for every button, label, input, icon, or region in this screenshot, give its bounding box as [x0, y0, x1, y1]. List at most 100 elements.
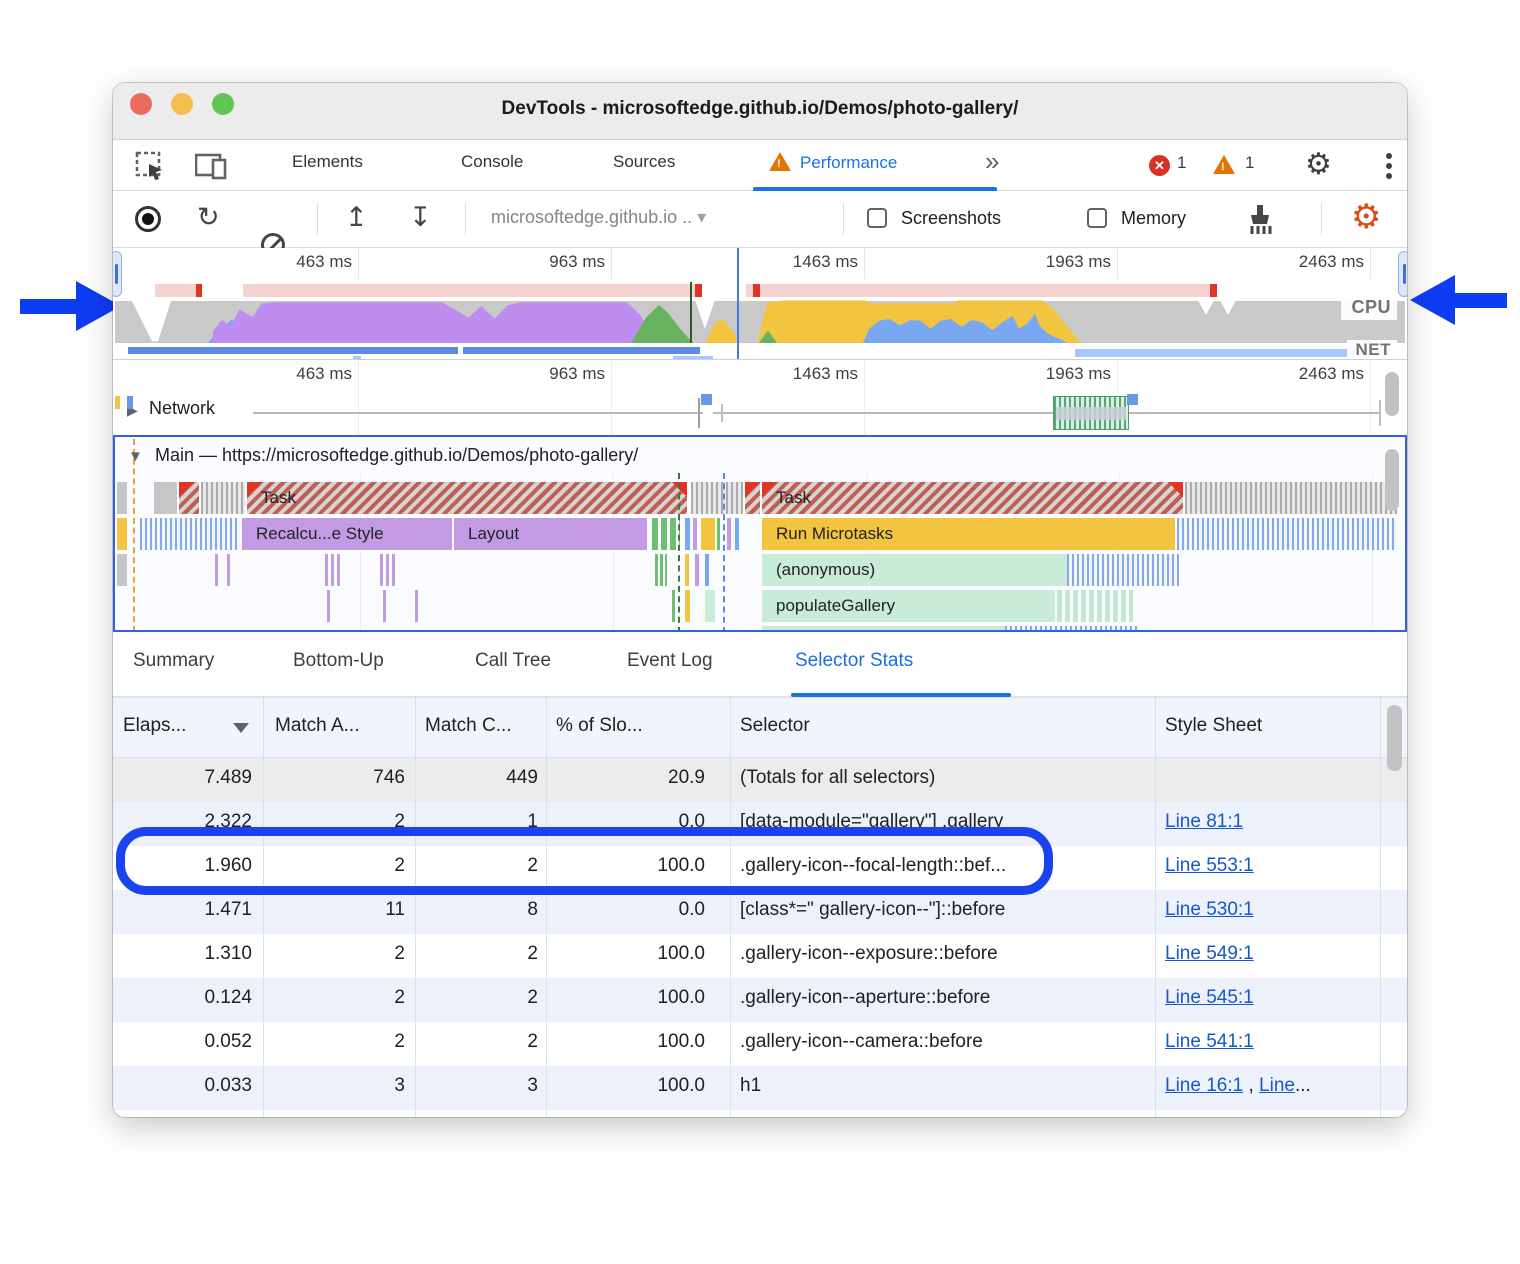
- cell-match-count: 2: [527, 855, 538, 876]
- more-options-menu-icon[interactable]: [1385, 152, 1393, 180]
- style-sheet-link[interactable]: Line: [1259, 1075, 1295, 1096]
- network-track-section: 463 ms 963 ms 1463 ms 1963 ms 2463 ms ▶ Netw…: [113, 360, 1407, 435]
- history-dropdown[interactable]: microsoftedge.github.io .. ▾: [491, 207, 707, 227]
- flame-run-microtasks[interactable]: Run Microtasks: [762, 518, 1175, 550]
- tab-performance[interactable]: ! Performance: [769, 152, 897, 173]
- table-row[interactable]: 0.033 3 3 100.0 h1 Line 16:1 , Line...: [113, 1066, 1407, 1110]
- main-track-label[interactable]: Main — https://microsoftedge.github.io/D…: [155, 445, 639, 465]
- cell-style-sheet: Line 553:1: [1165, 855, 1377, 877]
- table-row[interactable]: 1.471 11 8 0.0 [class*=" gallery-icon--"]::b…: [113, 890, 1407, 934]
- tab-call-tree[interactable]: Call Tree: [475, 650, 552, 671]
- details-tab-bar: Summary Bottom-Up Call Tree Event Log Se…: [113, 632, 1407, 697]
- column-header-selector[interactable]: Selector: [740, 715, 810, 736]
- tab-bottom-up[interactable]: Bottom-Up: [293, 650, 384, 671]
- column-header-match-count[interactable]: Match C...: [425, 715, 512, 736]
- cell-style-sheet: Line 545:1: [1165, 987, 1377, 1009]
- table-scrollbar-thumb[interactable]: [1387, 705, 1402, 771]
- tab-event-log[interactable]: Event Log: [627, 650, 713, 671]
- network-track-label[interactable]: Network: [149, 398, 216, 418]
- network-requests-cluster[interactable]: [1053, 396, 1129, 430]
- tab-selector-stats[interactable]: Selector Stats: [795, 650, 914, 671]
- style-sheet-link[interactable]: Line 553:1: [1165, 855, 1254, 876]
- column-header-match-attempts[interactable]: Match A...: [275, 715, 360, 736]
- flame-task-1[interactable]: Task: [247, 482, 687, 514]
- ruler-tick: [1370, 248, 1371, 279]
- flame-populate-gallery[interactable]: populateGallery: [762, 590, 1055, 622]
- style-sheet-link[interactable]: Line 16:1: [1165, 1075, 1244, 1096]
- ruler-tick: [864, 248, 865, 279]
- table-row[interactable]: 1.310 2 2 100.0 .gallery-icon--exposure::bef…: [113, 934, 1407, 978]
- network-disclosure-icon[interactable]: ▶: [127, 402, 138, 418]
- flame-anonymous[interactable]: (anonymous): [762, 554, 1067, 586]
- gridline: [1372, 473, 1373, 630]
- cell-match-attempts: 3: [394, 1075, 405, 1096]
- table-row[interactable]: 1.960 2 2 100.0 .gallery-icon--focal-length:…: [113, 846, 1407, 890]
- close-window-button[interactable]: [130, 93, 152, 115]
- cpu-activity-chart: [113, 295, 1407, 343]
- cell-elapsed: 0.052: [204, 1031, 252, 1052]
- style-sheet-link[interactable]: Line 549:1: [1165, 943, 1254, 964]
- overview-playhead-green: [690, 282, 692, 343]
- cell-match-attempts: 2: [394, 987, 405, 1008]
- overview-window-handle-left[interactable]: [113, 251, 122, 297]
- network-request-marker[interactable]: [1127, 394, 1138, 405]
- ruler-time-label: 463 ms: [296, 252, 352, 271]
- column-header-elapsed[interactable]: Elaps...: [123, 715, 187, 736]
- flame-recalculate-style[interactable]: Recalcu...e Style: [242, 518, 452, 550]
- record-button[interactable]: [135, 206, 161, 232]
- style-sheet-link[interactable]: Line 81:1: [1165, 811, 1244, 832]
- main-disclosure-icon[interactable]: ▼: [128, 448, 143, 465]
- maximize-window-button[interactable]: [212, 93, 234, 115]
- tab-summary[interactable]: Summary: [133, 650, 215, 671]
- column-header-style-sheet[interactable]: Style Sheet: [1165, 715, 1263, 736]
- capture-settings-gear-icon[interactable]: ⚙: [1351, 198, 1382, 236]
- reload-and-record-button[interactable]: ↻: [197, 202, 220, 232]
- error-count[interactable]: 1: [1177, 153, 1187, 172]
- flame-layout[interactable]: Layout: [454, 518, 647, 550]
- column-header-slow-pct[interactable]: % of Slo...: [556, 715, 643, 736]
- collect-garbage-icon[interactable]: [1243, 204, 1277, 236]
- error-badge-icon[interactable]: ✕: [1149, 155, 1170, 176]
- cell-style-sheet: Line 549:1: [1165, 943, 1377, 965]
- network-request-marker[interactable]: [701, 394, 712, 405]
- cell-elapsed: 1.471: [204, 899, 252, 920]
- cell-slow-pct: 100.0: [657, 1031, 705, 1052]
- more-tabs-button[interactable]: »: [985, 146, 1000, 176]
- style-sheet-link[interactable]: Line 530:1: [1165, 899, 1254, 920]
- cell-slow-pct: 100.0: [657, 943, 705, 964]
- cell-match-count: 2: [527, 943, 538, 964]
- overview-window-handle-right[interactable]: [1398, 251, 1407, 297]
- minimize-window-button[interactable]: [171, 93, 193, 115]
- network-scrollbar-thumb[interactable]: [1385, 372, 1399, 416]
- inspect-element-icon[interactable]: [135, 151, 165, 181]
- load-profile-icon[interactable]: ↥: [345, 202, 368, 232]
- screenshots-checkbox[interactable]: [867, 208, 887, 228]
- warning-badge-icon[interactable]: !: [1213, 155, 1235, 174]
- cell-selector: h1: [740, 1075, 762, 1096]
- table-row[interactable]: 0.124 2 2 100.0 .gallery-icon--aperture::bef…: [113, 978, 1407, 1022]
- timeline-overview[interactable]: 463 ms 963 ms 1463 ms 1963 ms 2463 ms CPU: [113, 248, 1407, 360]
- save-profile-icon[interactable]: ↧: [409, 202, 432, 232]
- style-sheet-link[interactable]: Line 541:1: [1165, 1031, 1254, 1052]
- tab-console[interactable]: Console: [461, 152, 524, 171]
- table-row[interactable]: 0.052 2 2 100.0 .gallery-icon--camera::befor…: [113, 1022, 1407, 1066]
- warning-count[interactable]: 1: [1245, 153, 1255, 172]
- ruler-time-label: 1963 ms: [1045, 252, 1111, 271]
- table-header-row: Elaps... Match A... Match C... % of Slo.…: [113, 697, 1407, 758]
- tab-sources[interactable]: Sources: [613, 152, 676, 171]
- table-row-totals[interactable]: 7.489 746 449 20.9 (Totals for all selectors…: [113, 758, 1407, 802]
- settings-gear-icon[interactable]: ⚙: [1305, 148, 1332, 181]
- cell-slow-pct: 100.0: [657, 1075, 705, 1096]
- ruler-time-label: 963 ms: [549, 252, 605, 271]
- ruler-time-label: 2463 ms: [1298, 364, 1364, 383]
- tab-elements[interactable]: Elements: [292, 152, 363, 171]
- cell-selector: .gallery-icon--focal-length::bef...: [740, 855, 1007, 876]
- device-toolbar-icon[interactable]: [195, 152, 229, 180]
- memory-checkbox[interactable]: [1087, 208, 1107, 228]
- main-scrollbar-thumb[interactable]: [1385, 449, 1399, 511]
- main-thread-track[interactable]: ▼ Main — https://microsoftedge.github.io…: [113, 435, 1407, 632]
- table-row[interactable]: 2.322 2 1 0.0 [data-module="gallery"] .galle…: [113, 802, 1407, 846]
- flame-task-2[interactable]: Task: [762, 482, 1183, 514]
- style-sheet-link[interactable]: Line 545:1: [1165, 987, 1254, 1008]
- cell-style-sheet: Line 541:1: [1165, 1031, 1377, 1053]
